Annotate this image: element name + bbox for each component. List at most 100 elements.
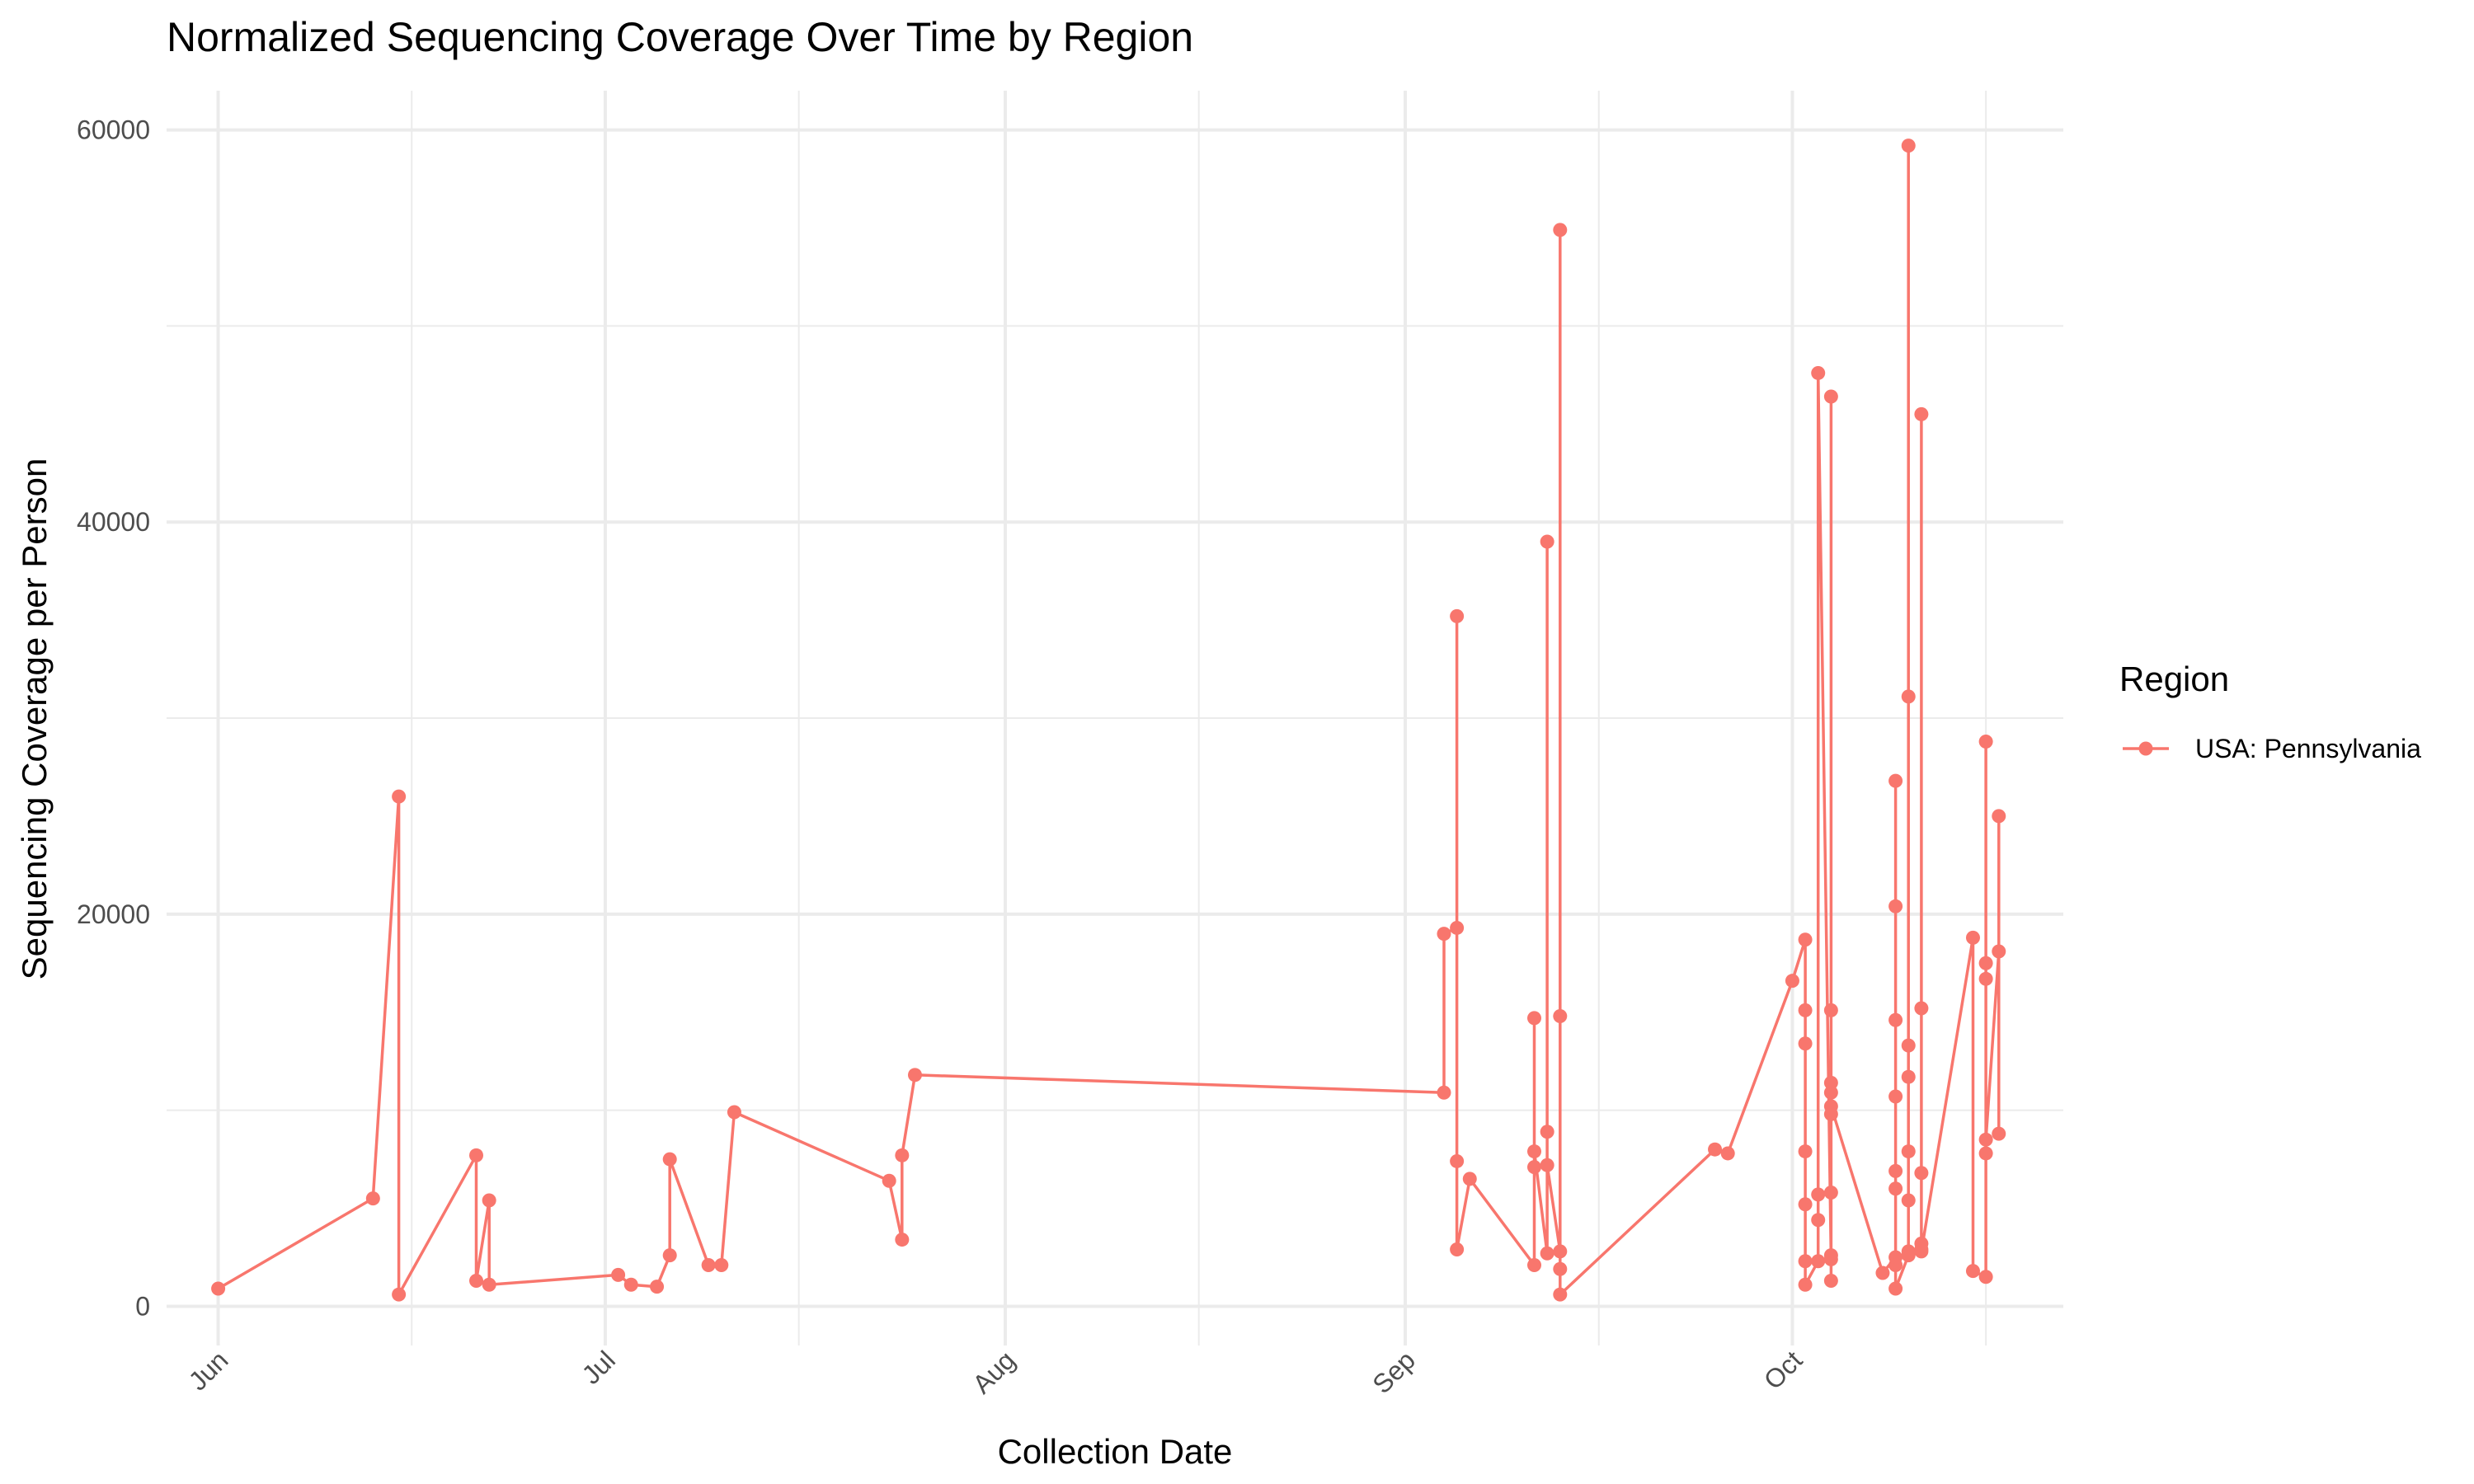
- data-point: [1811, 1254, 1826, 1269]
- data-point: [1798, 1003, 1813, 1017]
- data-point: [392, 1287, 407, 1302]
- data-point: [1914, 1001, 1929, 1016]
- data-point: [1914, 1166, 1929, 1181]
- data-point: [1901, 1144, 1916, 1159]
- data-point: [1553, 1261, 1568, 1276]
- data-point: [1462, 1172, 1477, 1186]
- data-point: [1901, 1193, 1916, 1208]
- data-point: [1823, 1003, 1838, 1017]
- chart-title: Normalized Sequencing Coverage Over Time…: [167, 14, 1193, 60]
- data-point: [1450, 1153, 1465, 1168]
- data-point: [1798, 1036, 1813, 1051]
- data-point: [1553, 1244, 1568, 1259]
- data-point: [1811, 365, 1826, 380]
- data-point: [1978, 956, 1993, 970]
- data-point: [907, 1068, 922, 1082]
- data-point: [714, 1257, 729, 1272]
- data-point: [1437, 1085, 1451, 1100]
- data-point: [1811, 1213, 1826, 1228]
- data-point: [1798, 1277, 1813, 1292]
- data-point: [1553, 223, 1568, 237]
- data-point: [1720, 1146, 1735, 1161]
- data-point: [1888, 1281, 1903, 1296]
- data-point: [469, 1274, 484, 1289]
- data-point: [1527, 1011, 1542, 1026]
- x-axis-title: Collection Date: [998, 1432, 1233, 1471]
- data-point: [1888, 1257, 1903, 1272]
- data-point: [1888, 1163, 1903, 1178]
- data-point: [1437, 927, 1451, 942]
- data-point: [482, 1193, 496, 1208]
- data-point: [1888, 1012, 1903, 1027]
- data-point: [1450, 920, 1465, 935]
- data-point: [1901, 689, 1916, 704]
- data-point: [1978, 971, 1993, 986]
- data-point: [1901, 1069, 1916, 1084]
- x-tick-label: Sep: [1366, 1345, 1421, 1399]
- data-point: [1914, 1244, 1929, 1259]
- data-point: [469, 1148, 484, 1162]
- data-point: [1540, 534, 1554, 549]
- series-layer: [211, 139, 2006, 1302]
- data-point: [1965, 930, 1980, 945]
- y-tick-label: 60000: [77, 115, 150, 145]
- legend: Region USA: Pennsylvania: [2119, 660, 2421, 763]
- legend-title: Region: [2119, 660, 2229, 698]
- data-point: [1798, 1197, 1813, 1212]
- x-axis-ticks: Jun Jul Aug Sep Oct: [183, 1345, 1808, 1399]
- data-point: [1527, 1160, 1542, 1175]
- data-point: [1553, 1287, 1568, 1302]
- data-point: [1978, 1132, 1993, 1147]
- data-point: [1798, 932, 1813, 947]
- data-point: [1914, 406, 1929, 421]
- data-point: [1823, 389, 1838, 404]
- data-point: [1811, 1187, 1826, 1202]
- data-point: [1708, 1142, 1723, 1157]
- data-point: [1888, 1181, 1903, 1196]
- data-point: [1901, 1038, 1916, 1053]
- y-axis-ticks: 0 20000 40000 60000: [77, 115, 150, 1322]
- data-point: [701, 1257, 716, 1272]
- data-point: [1798, 1144, 1813, 1159]
- legend-keys: USA: Pennsylvania: [2123, 734, 2421, 763]
- data-point: [1978, 1146, 1993, 1161]
- y-tick-label: 40000: [77, 507, 150, 537]
- data-point: [882, 1173, 896, 1188]
- data-point: [1875, 1266, 1890, 1280]
- data-point: [392, 789, 407, 804]
- y-axis-title: Sequencing Coverage per Person: [15, 458, 54, 980]
- data-point: [1823, 1274, 1838, 1289]
- data-point: [1823, 1075, 1838, 1090]
- data-point: [1992, 1126, 2006, 1141]
- data-point: [1965, 1264, 1980, 1279]
- data-point: [1992, 809, 2006, 824]
- data-point: [1978, 1270, 1993, 1284]
- data-point: [1527, 1144, 1542, 1159]
- data-point: [1798, 1254, 1813, 1269]
- legend-label: USA: Pennsylvania: [2195, 734, 2421, 763]
- data-point: [1901, 1244, 1916, 1259]
- data-point: [1823, 1248, 1838, 1263]
- y-tick-label: 20000: [77, 899, 150, 929]
- y-tick-label: 0: [135, 1291, 150, 1321]
- data-point: [662, 1248, 677, 1263]
- data-point: [1823, 1186, 1838, 1200]
- data-point: [1888, 773, 1903, 788]
- x-tick-label: Jun: [183, 1345, 234, 1396]
- data-point: [1823, 1099, 1838, 1114]
- data-point: [1540, 1246, 1554, 1261]
- data-point: [895, 1233, 910, 1247]
- data-point: [1450, 1242, 1465, 1256]
- legend-key-point: [2138, 741, 2153, 756]
- data-point: [662, 1152, 677, 1167]
- data-point: [1785, 974, 1799, 989]
- data-point: [611, 1267, 626, 1282]
- data-point: [1901, 139, 1916, 153]
- data-point: [1553, 1008, 1568, 1023]
- data-point: [1888, 899, 1903, 913]
- data-point: [727, 1105, 741, 1120]
- series-line: [217, 143, 2001, 1296]
- data-point: [211, 1281, 226, 1296]
- x-tick-label: Jul: [576, 1345, 621, 1389]
